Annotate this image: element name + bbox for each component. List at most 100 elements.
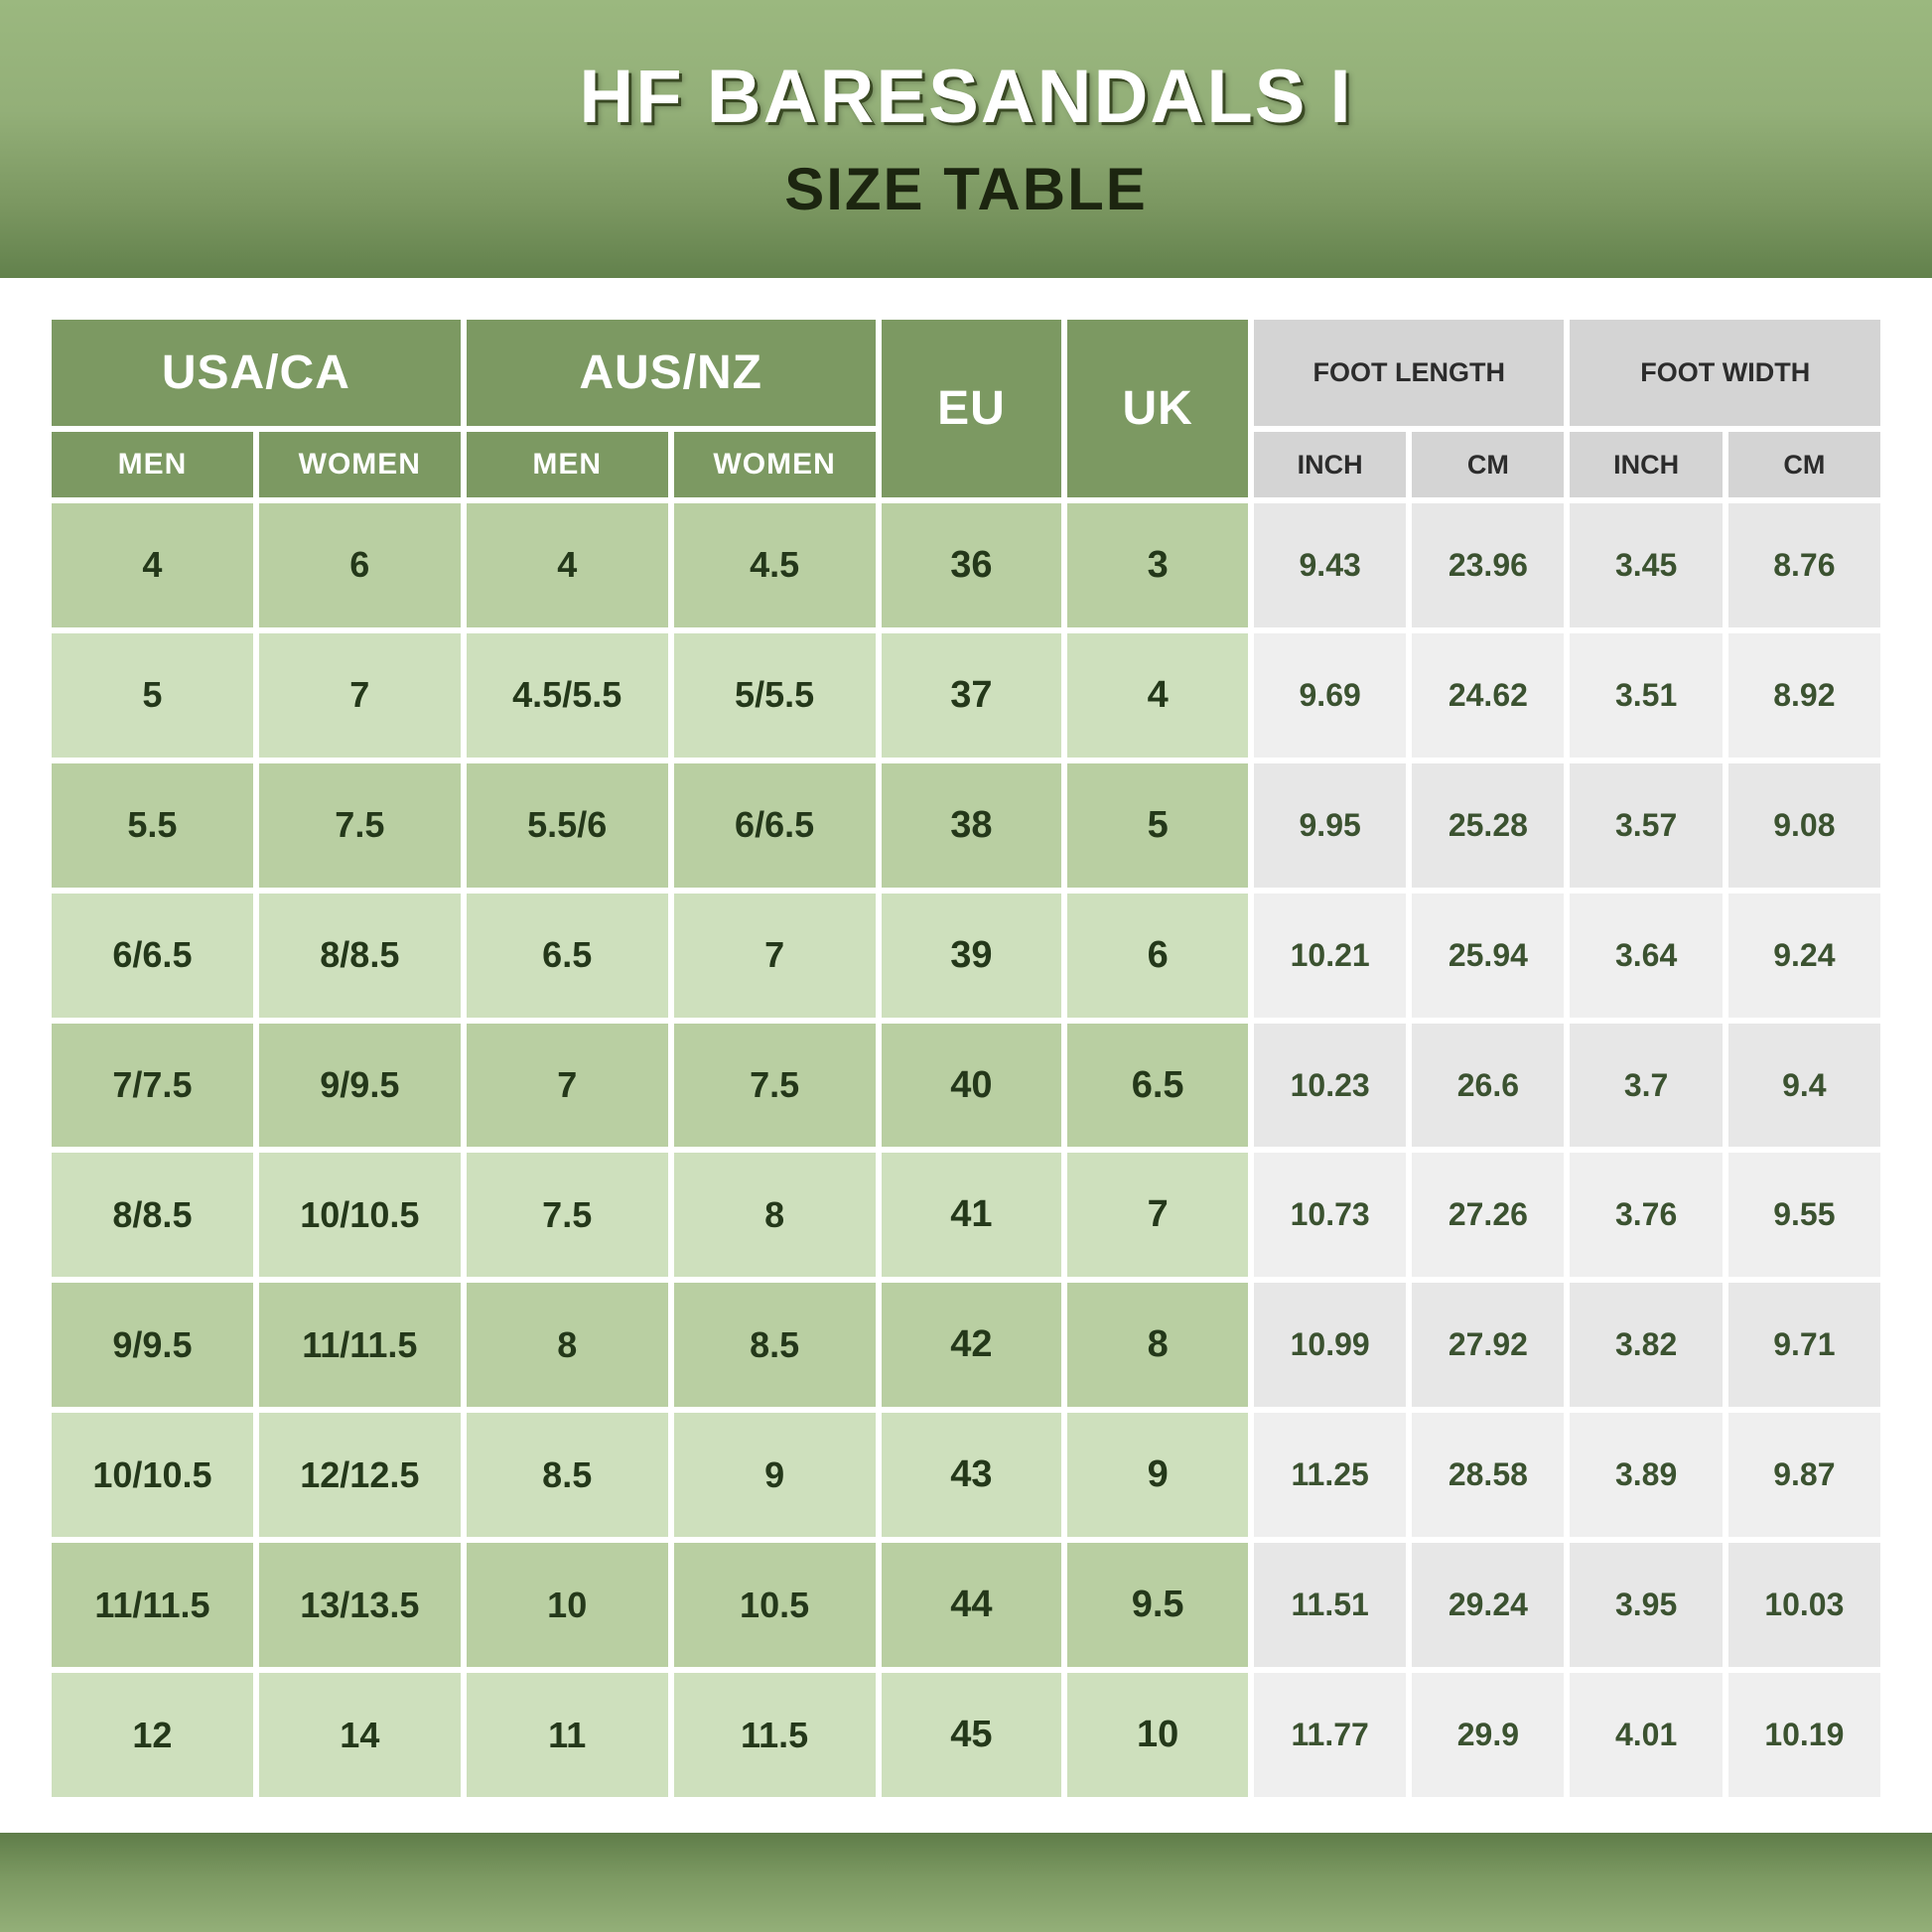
cell-wid_cm: 9.87 [1728,1413,1880,1537]
cell-wid_in: 4.01 [1570,1673,1722,1797]
cell-wid_cm: 9.24 [1728,894,1880,1018]
cell-eu: 43 [882,1413,1062,1537]
cell-len_cm: 26.6 [1412,1024,1564,1148]
cell-usa_men: 7/7.5 [52,1024,253,1148]
cell-uk: 6 [1067,894,1248,1018]
cell-len_cm: 29.9 [1412,1673,1564,1797]
sub-header-men-aus: MEN [467,432,668,497]
cell-len_in: 10.23 [1254,1024,1406,1148]
cell-usa_men: 11/11.5 [52,1543,253,1667]
cell-len_in: 11.25 [1254,1413,1406,1537]
cell-aus_women: 11.5 [674,1673,876,1797]
table-row: 5.5 7.5 5.5/6 6/6.5 38 5 9.95 25.28 3.57 9.08 [52,763,1880,888]
cell-eu: 38 [882,763,1062,888]
cell-wid_cm: 8.92 [1728,633,1880,758]
sub-header-men: MEN [52,432,253,497]
table-body: 4 6 4 4.5 36 3 9.43 23.96 3.45 8.76 5 7 4.5/5.5 5/5.5… [52,503,1880,1797]
cell-wid_cm: 9.08 [1728,763,1880,888]
cell-aus_men: 4.5/5.5 [467,633,668,758]
group-header-uk: UK [1067,320,1248,497]
size-table-page: HF BARESANDALS I SIZE TABLE USA/CA AUS/N… [0,0,1932,1932]
sub-header-women: WOMEN [259,432,461,497]
cell-len_cm: 25.28 [1412,763,1564,888]
cell-eu: 44 [882,1543,1062,1667]
cell-usa_men: 9/9.5 [52,1283,253,1407]
cell-aus_women: 8 [674,1153,876,1277]
cell-aus_men: 7 [467,1024,668,1148]
cell-wid_in: 3.51 [1570,633,1722,758]
cell-aus_men: 8 [467,1283,668,1407]
cell-uk: 7 [1067,1153,1248,1277]
table-row: 4 6 4 4.5 36 3 9.43 23.96 3.45 8.76 [52,503,1880,627]
title-header: HF BARESANDALS I SIZE TABLE [0,0,1932,278]
cell-len_in: 10.99 [1254,1283,1406,1407]
cell-uk: 6.5 [1067,1024,1248,1148]
cell-usa_women: 7.5 [259,763,461,888]
cell-wid_cm: 9.4 [1728,1024,1880,1148]
cell-wid_in: 3.7 [1570,1024,1722,1148]
cell-usa_women: 10/10.5 [259,1153,461,1277]
cell-uk: 9 [1067,1413,1248,1537]
cell-aus_men: 7.5 [467,1153,668,1277]
cell-usa_men: 12 [52,1673,253,1797]
cell-wid_in: 3.45 [1570,503,1722,627]
cell-len_in: 9.43 [1254,503,1406,627]
cell-aus_men: 10 [467,1543,668,1667]
cell-usa_women: 12/12.5 [259,1413,461,1537]
cell-eu: 37 [882,633,1062,758]
group-header-usa-ca: USA/CA [52,320,461,426]
cell-wid_in: 3.89 [1570,1413,1722,1537]
cell-len_cm: 27.26 [1412,1153,1564,1277]
sub-header-inch-length: INCH [1254,432,1406,497]
cell-len_in: 10.21 [1254,894,1406,1018]
cell-aus_women: 8.5 [674,1283,876,1407]
cell-usa_women: 14 [259,1673,461,1797]
main-title: HF BARESANDALS I [579,56,1352,139]
cell-wid_cm: 10.03 [1728,1543,1880,1667]
group-header-foot-width: FOOT WIDTH [1570,320,1880,426]
table-row: 10/10.5 12/12.5 8.5 9 43 9 11.25 28.58 3.89 9.87 [52,1413,1880,1537]
table-row: 7/7.5 9/9.5 7 7.5 40 6.5 10.23 26.6 3.7 9.4 [52,1024,1880,1148]
cell-len_cm: 23.96 [1412,503,1564,627]
cell-wid_cm: 8.76 [1728,503,1880,627]
cell-wid_cm: 9.71 [1728,1283,1880,1407]
main-subtitle: SIZE TABLE [784,157,1148,222]
cell-usa_men: 4 [52,503,253,627]
cell-wid_cm: 10.19 [1728,1673,1880,1797]
cell-aus_women: 5/5.5 [674,633,876,758]
group-header-foot-length: FOOT LENGTH [1254,320,1564,426]
cell-aus_men: 11 [467,1673,668,1797]
size-conversion-table: USA/CA AUS/NZ EU UK FOOT LENGTH FOOT WID… [46,314,1886,1803]
cell-len_cm: 25.94 [1412,894,1564,1018]
sub-header-inch-width: INCH [1570,432,1722,497]
cell-len_in: 10.73 [1254,1153,1406,1277]
cell-aus_men: 4 [467,503,668,627]
group-header-row: USA/CA AUS/NZ EU UK FOOT LENGTH FOOT WID… [52,320,1880,426]
cell-eu: 41 [882,1153,1062,1277]
cell-aus_men: 8.5 [467,1413,668,1537]
cell-wid_in: 3.57 [1570,763,1722,888]
cell-aus_women: 10.5 [674,1543,876,1667]
cell-len_in: 11.77 [1254,1673,1406,1797]
table-row: 8/8.5 10/10.5 7.5 8 41 7 10.73 27.26 3.76 9.55 [52,1153,1880,1277]
cell-wid_cm: 9.55 [1728,1153,1880,1277]
table-row: 6/6.5 8/8.5 6.5 7 39 6 10.21 25.94 3.64 9.24 [52,894,1880,1018]
cell-uk: 9.5 [1067,1543,1248,1667]
cell-len_cm: 27.92 [1412,1283,1564,1407]
table-row: 11/11.5 13/13.5 10 10.5 44 9.5 11.51 29.24 3.95 1… [52,1543,1880,1667]
cell-usa_men: 5 [52,633,253,758]
cell-aus_men: 6.5 [467,894,668,1018]
cell-uk: 5 [1067,763,1248,888]
cell-usa_men: 10/10.5 [52,1413,253,1537]
group-header-eu: EU [882,320,1062,497]
cell-len_cm: 28.58 [1412,1413,1564,1537]
cell-eu: 42 [882,1283,1062,1407]
sub-header-cm-length: CM [1412,432,1564,497]
sub-header-cm-width: CM [1728,432,1880,497]
group-header-aus-nz: AUS/NZ [467,320,876,426]
table-row: 5 7 4.5/5.5 5/5.5 37 4 9.69 24.62 3.51 8.92 [52,633,1880,758]
cell-uk: 10 [1067,1673,1248,1797]
cell-eu: 40 [882,1024,1062,1148]
cell-wid_in: 3.76 [1570,1153,1722,1277]
cell-usa_women: 6 [259,503,461,627]
